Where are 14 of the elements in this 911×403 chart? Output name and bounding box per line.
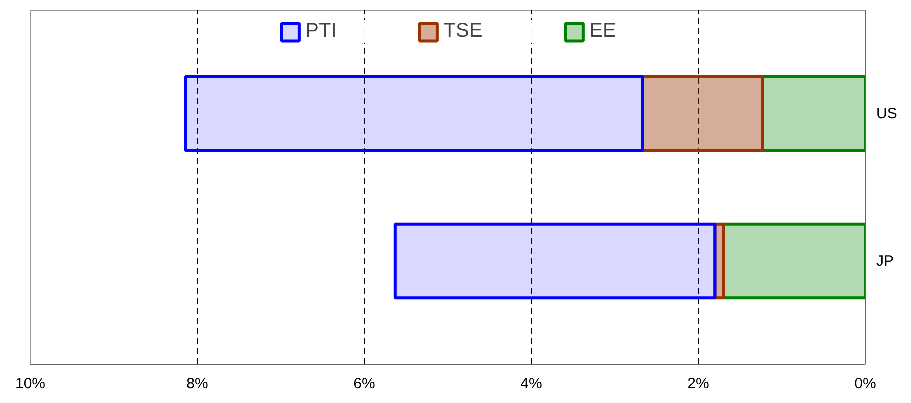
legend-label: PTI (306, 20, 337, 43)
y-tick-label: JP (876, 252, 894, 270)
x-tick-label: 10% (15, 376, 46, 392)
legend-label: EE (590, 20, 616, 43)
bar (394, 222, 717, 300)
x-tick-label: 8% (186, 376, 208, 392)
bar (184, 75, 644, 152)
x-tick-label: 0% (854, 376, 876, 392)
y-tick-label: US (876, 105, 898, 122)
bar (641, 75, 764, 152)
legend-label: TSE (444, 20, 483, 43)
x-tick-label: 4% (520, 376, 542, 392)
x-tick-label: 6% (354, 376, 376, 392)
x-tick-label: 2% (688, 376, 710, 392)
